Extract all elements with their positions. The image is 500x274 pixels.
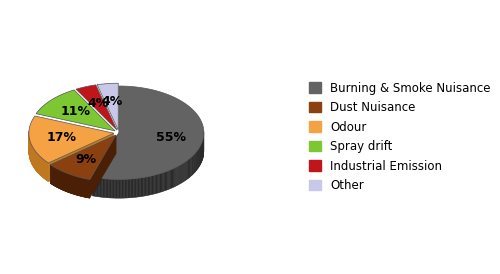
Polygon shape bbox=[188, 159, 189, 178]
Polygon shape bbox=[139, 178, 140, 197]
Polygon shape bbox=[170, 170, 171, 189]
Polygon shape bbox=[168, 170, 170, 189]
Polygon shape bbox=[193, 155, 194, 174]
Polygon shape bbox=[164, 172, 165, 191]
Polygon shape bbox=[120, 179, 122, 198]
Polygon shape bbox=[108, 179, 110, 198]
Polygon shape bbox=[154, 175, 156, 194]
Polygon shape bbox=[162, 173, 164, 192]
Polygon shape bbox=[92, 86, 204, 179]
Polygon shape bbox=[113, 179, 114, 198]
Polygon shape bbox=[171, 169, 172, 189]
Polygon shape bbox=[114, 179, 116, 198]
Polygon shape bbox=[197, 151, 198, 170]
Polygon shape bbox=[145, 177, 146, 196]
Polygon shape bbox=[160, 173, 161, 192]
Polygon shape bbox=[150, 176, 152, 195]
Polygon shape bbox=[195, 153, 196, 172]
Polygon shape bbox=[50, 135, 116, 179]
Polygon shape bbox=[142, 178, 144, 196]
Polygon shape bbox=[104, 179, 106, 198]
Text: 9%: 9% bbox=[76, 153, 97, 165]
Polygon shape bbox=[92, 177, 94, 196]
Polygon shape bbox=[76, 85, 117, 130]
Polygon shape bbox=[148, 176, 149, 195]
Polygon shape bbox=[152, 176, 153, 195]
Polygon shape bbox=[132, 179, 134, 198]
Text: 17%: 17% bbox=[47, 131, 77, 144]
Polygon shape bbox=[173, 168, 174, 187]
Polygon shape bbox=[140, 178, 142, 197]
Polygon shape bbox=[138, 178, 139, 197]
Polygon shape bbox=[135, 178, 136, 197]
Text: 4%: 4% bbox=[87, 97, 108, 110]
Polygon shape bbox=[29, 116, 114, 163]
Polygon shape bbox=[172, 169, 173, 188]
Polygon shape bbox=[116, 179, 117, 198]
Text: 55%: 55% bbox=[156, 131, 186, 144]
Polygon shape bbox=[144, 177, 145, 196]
Polygon shape bbox=[184, 162, 186, 181]
Polygon shape bbox=[110, 179, 112, 198]
Polygon shape bbox=[165, 172, 166, 191]
Text: 4%: 4% bbox=[101, 95, 122, 108]
Polygon shape bbox=[156, 175, 157, 193]
Polygon shape bbox=[112, 179, 113, 198]
Polygon shape bbox=[182, 163, 184, 182]
Polygon shape bbox=[97, 178, 98, 197]
Polygon shape bbox=[190, 157, 192, 176]
Polygon shape bbox=[96, 178, 97, 196]
Polygon shape bbox=[158, 174, 160, 193]
Polygon shape bbox=[198, 148, 199, 168]
Polygon shape bbox=[192, 156, 193, 175]
Polygon shape bbox=[48, 133, 114, 182]
Polygon shape bbox=[102, 179, 104, 198]
Polygon shape bbox=[174, 168, 176, 187]
Polygon shape bbox=[90, 135, 116, 198]
Polygon shape bbox=[153, 175, 154, 194]
Polygon shape bbox=[130, 179, 132, 198]
Polygon shape bbox=[136, 178, 138, 197]
Polygon shape bbox=[194, 153, 195, 173]
Polygon shape bbox=[50, 135, 116, 184]
Polygon shape bbox=[134, 179, 135, 198]
Polygon shape bbox=[178, 165, 180, 185]
Polygon shape bbox=[122, 179, 123, 198]
Polygon shape bbox=[106, 179, 107, 198]
Legend: Burning & Smoke Nuisance, Dust Nuisance, Odour, Spray drift, Industrial Emission: Burning & Smoke Nuisance, Dust Nuisance,… bbox=[309, 82, 490, 192]
Polygon shape bbox=[176, 167, 178, 186]
Polygon shape bbox=[118, 179, 120, 198]
Polygon shape bbox=[101, 178, 102, 197]
Polygon shape bbox=[128, 179, 129, 198]
Polygon shape bbox=[180, 164, 182, 184]
Polygon shape bbox=[123, 179, 124, 198]
Polygon shape bbox=[196, 151, 197, 171]
Polygon shape bbox=[36, 90, 115, 131]
Text: 11%: 11% bbox=[60, 105, 90, 118]
Polygon shape bbox=[107, 179, 108, 198]
Polygon shape bbox=[100, 178, 101, 197]
Polygon shape bbox=[92, 133, 119, 196]
Polygon shape bbox=[146, 177, 148, 196]
Polygon shape bbox=[189, 158, 190, 178]
Polygon shape bbox=[97, 83, 118, 130]
Polygon shape bbox=[94, 178, 96, 196]
Polygon shape bbox=[129, 179, 130, 198]
Polygon shape bbox=[124, 179, 126, 198]
Polygon shape bbox=[126, 179, 128, 198]
Polygon shape bbox=[161, 173, 162, 192]
Polygon shape bbox=[157, 174, 158, 193]
Polygon shape bbox=[166, 171, 168, 190]
Polygon shape bbox=[98, 178, 100, 197]
Polygon shape bbox=[149, 176, 150, 195]
Polygon shape bbox=[186, 161, 188, 180]
